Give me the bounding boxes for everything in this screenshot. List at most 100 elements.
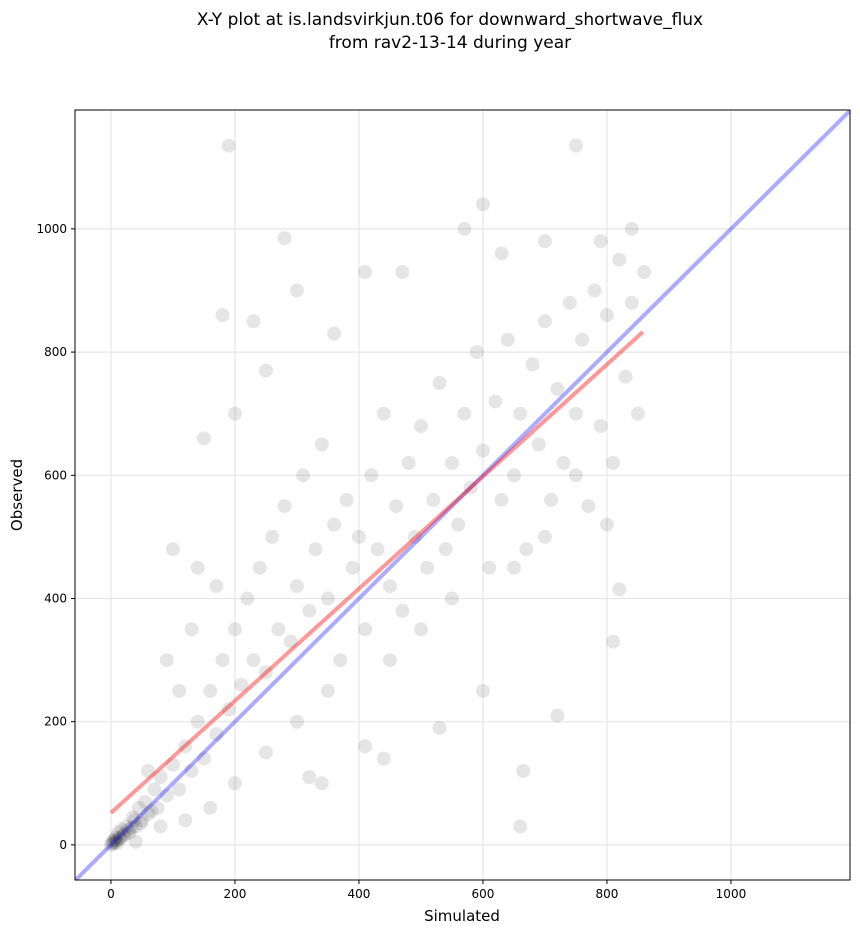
data-point — [550, 708, 565, 723]
data-point — [172, 683, 187, 698]
data-point — [376, 751, 391, 766]
data-point — [144, 804, 159, 819]
data-point — [209, 579, 224, 594]
data-point — [494, 492, 509, 507]
data-point — [351, 529, 366, 544]
data-point — [438, 542, 453, 557]
data-point — [358, 739, 373, 754]
data-point — [190, 560, 205, 575]
data-point — [599, 517, 614, 532]
data-point — [314, 437, 329, 452]
data-point — [519, 542, 534, 557]
data-point — [221, 702, 236, 717]
data-point — [203, 683, 218, 698]
data-point — [568, 138, 583, 153]
data-point — [568, 406, 583, 421]
data-point — [401, 455, 416, 470]
data-point — [513, 819, 528, 834]
data-point — [358, 265, 373, 280]
data-point — [314, 776, 329, 791]
data-point — [302, 770, 317, 785]
data-point — [105, 836, 120, 851]
data-point — [113, 831, 128, 846]
data-point — [339, 492, 354, 507]
data-point — [109, 833, 124, 848]
x-tick-label: 800 — [596, 887, 619, 901]
data-point — [444, 455, 459, 470]
data-point — [469, 345, 484, 360]
data-point — [240, 591, 255, 606]
data-point — [550, 382, 565, 397]
data-point — [432, 720, 447, 735]
plot-frame — [74, 109, 851, 881]
y-tick-label: 0 — [59, 838, 67, 852]
data-point — [345, 560, 360, 575]
data-point — [124, 820, 139, 835]
data-point — [119, 819, 134, 834]
data-point — [153, 770, 168, 785]
data-point — [413, 419, 428, 434]
data-point — [112, 830, 127, 845]
data-point — [141, 763, 156, 778]
y-tick-label: 800 — [44, 345, 67, 359]
data-point — [115, 822, 130, 837]
data-point — [131, 800, 146, 815]
x-tick-label: 1000 — [716, 887, 747, 901]
data-point — [128, 834, 143, 849]
data-point — [593, 419, 608, 434]
data-point — [221, 138, 236, 153]
data-point — [125, 810, 140, 825]
data-point — [420, 560, 435, 575]
data-point — [134, 813, 149, 828]
points-layer — [103, 138, 652, 852]
data-point — [475, 683, 490, 698]
data-point — [612, 252, 627, 267]
data-point — [618, 369, 633, 384]
data-point — [258, 363, 273, 378]
grid — [75, 110, 850, 880]
data-point — [196, 431, 211, 446]
data-point — [108, 830, 123, 845]
data-point — [382, 653, 397, 668]
data-point — [289, 283, 304, 298]
data-point — [127, 813, 142, 828]
data-point — [624, 295, 639, 310]
data-point — [624, 221, 639, 236]
data-point — [277, 499, 292, 514]
data-point — [544, 492, 559, 507]
data-point — [413, 622, 428, 637]
data-point — [150, 800, 165, 815]
data-point — [111, 825, 126, 840]
data-point — [265, 529, 280, 544]
data-point — [475, 197, 490, 212]
data-point — [568, 468, 583, 483]
data-point — [537, 314, 552, 329]
data-point — [277, 231, 292, 246]
data-point — [364, 468, 379, 483]
data-point — [103, 837, 118, 852]
data-point — [537, 234, 552, 249]
data-point — [184, 622, 199, 637]
data-point — [252, 560, 267, 575]
data-point — [599, 308, 614, 323]
data-point — [122, 825, 137, 840]
data-point — [395, 265, 410, 280]
data-point — [432, 375, 447, 390]
data-point — [506, 560, 521, 575]
data-point — [537, 529, 552, 544]
data-point — [575, 332, 590, 347]
data-point — [308, 542, 323, 557]
data-point — [141, 807, 156, 822]
data-point — [606, 634, 621, 649]
data-point — [630, 406, 645, 421]
y-tick-label: 400 — [44, 591, 67, 605]
chart-title-line1: X-Y plot at is.landsvirkjun.t06 for down… — [197, 10, 703, 30]
data-point — [637, 265, 652, 280]
data-point — [525, 357, 540, 372]
data-point — [203, 800, 218, 815]
data-point — [475, 443, 490, 458]
data-point — [234, 677, 249, 692]
data-point — [227, 622, 242, 637]
data-point — [128, 819, 143, 834]
